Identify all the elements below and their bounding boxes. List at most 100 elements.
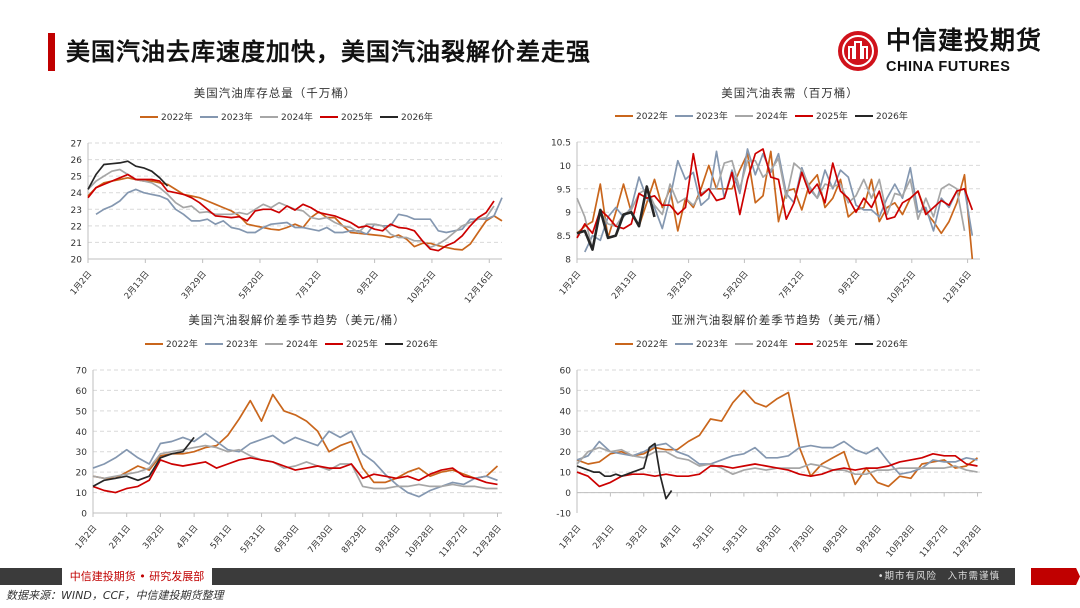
footer-bar [0, 568, 1015, 585]
x-tick-label: 5月20日 [722, 270, 751, 302]
x-tick-label: 7月12日 [295, 270, 324, 302]
legend-label: 2026年 [876, 110, 908, 122]
y-tick-label: 50 [560, 387, 572, 397]
legend-label: 2023年 [696, 338, 728, 350]
legend-label: 2025年 [816, 338, 848, 350]
x-tick-label: 5月31日 [239, 524, 268, 556]
legend-label: 2022年 [636, 338, 668, 350]
y-tick-label: 10.5 [551, 139, 571, 149]
series-line-2025 [87, 173, 495, 252]
x-tick-label: 5月1日 [691, 524, 717, 552]
chart-title: 美国汽油表需（百万桶） [721, 86, 859, 100]
x-tick-label: 12月16日 [463, 270, 495, 306]
y-tick-label: 21 [71, 239, 82, 249]
chart-4: 亚洲汽油裂解价差季节趋势（美元/桶）2022年 2023年 2024年 2025年 20… [556, 313, 984, 560]
legend-label: 2026年 [401, 111, 433, 123]
y-tick-label: 26 [71, 156, 83, 166]
series-line-2026 [87, 160, 169, 190]
y-tick-label: 8 [565, 256, 571, 266]
x-tick-label: 11月27日 [918, 524, 950, 560]
y-tick-label: 27 [71, 140, 82, 150]
legend-item: 2023年 [675, 110, 728, 122]
y-tick-label: 50 [76, 407, 88, 417]
x-tick-label: 12月16日 [941, 270, 973, 306]
y-tick-label: 9 [565, 209, 571, 219]
legend-item: 2022年 [615, 110, 668, 122]
chart-2: 美国汽油表需（百万桶） 2022年 2023年 2024年 2025年 2026年 8 8.5… [551, 86, 980, 306]
x-tick-label: 1月2日 [558, 524, 584, 552]
x-tick-label: 3月29日 [666, 270, 695, 302]
chart-title: 亚洲汽油裂解价差季节趋势（美元/桶） [671, 313, 888, 327]
x-tick-label: 9月28日 [855, 524, 884, 556]
x-tick-label: 2月1日 [107, 524, 133, 552]
y-tick-label: 10 [560, 469, 572, 479]
x-tick-label: 8月29日 [340, 524, 369, 556]
legend-item: 2022年 [140, 111, 193, 123]
x-tick-label: 2月13日 [123, 270, 152, 302]
legend-item: 2022年 [145, 338, 198, 350]
series-line-2025 [576, 148, 974, 239]
x-tick-label: 10月28日 [885, 524, 917, 560]
legend-item: 2024年 [260, 111, 313, 123]
x-tick-label: 1月2日 [74, 524, 100, 552]
x-tick-label: 1月2日 [558, 270, 584, 298]
y-tick-label: 40 [560, 407, 572, 417]
legend-item: 2025年 [325, 338, 378, 350]
legend-label: 2025年 [341, 111, 373, 123]
legend-item: 2025年 [795, 110, 848, 122]
legend-item: 2025年 [795, 338, 848, 350]
x-tick-label: 6月30日 [273, 524, 302, 556]
logo-en-text: CHINA FUTURES [886, 59, 1011, 75]
series-line-2026 [576, 442, 673, 500]
x-tick-label: 10月25日 [406, 270, 438, 306]
x-tick-label: 10月25日 [886, 270, 918, 306]
y-tick-label: 70 [76, 367, 88, 377]
y-tick-label: 9.5 [557, 185, 571, 195]
x-tick-label: 7月30日 [788, 524, 817, 556]
series-line-2022 [92, 393, 499, 484]
y-tick-label: 10 [560, 162, 572, 172]
series-line-2022 [576, 150, 974, 260]
footer-arrow-icon [1031, 568, 1080, 585]
legend-label: 2024年 [281, 111, 313, 123]
x-tick-label: 5月20日 [237, 270, 266, 302]
y-tick-label: 10 [76, 489, 88, 499]
legend-label: 2023年 [226, 338, 258, 350]
y-tick-label: 40 [76, 428, 88, 438]
series-line-2023 [92, 430, 498, 498]
footer-department: 中信建投期货 • 研究发展部 [62, 568, 212, 585]
x-tick-label: 2月1日 [591, 524, 617, 552]
legend-label: 2026年 [876, 338, 908, 350]
legend-label: 2025年 [346, 338, 378, 350]
legend-label: 2024年 [756, 110, 788, 122]
x-tick-label: 9月28日 [374, 524, 403, 556]
y-tick-label: 25 [71, 173, 82, 183]
series-line-2025 [576, 452, 978, 488]
y-tick-label: 24 [71, 189, 83, 199]
citic-logo-icon [838, 31, 878, 71]
y-tick-label: 20 [76, 469, 88, 479]
page-title: 美国汽油去库速度加快，美国汽油裂解价差走强 [66, 38, 591, 66]
x-tick-label: 9月2日 [355, 270, 381, 298]
y-tick-label: 60 [560, 367, 572, 377]
x-tick-label: 8月29日 [821, 524, 850, 556]
title-accent-bar [48, 33, 55, 71]
legend-item: 2023年 [675, 338, 728, 350]
y-tick-label: 20 [560, 448, 572, 458]
legend-label: 2022年 [166, 338, 198, 350]
legend-item: 2023年 [200, 111, 253, 123]
x-tick-label: 9月2日 [837, 270, 863, 298]
x-tick-label: 3月29日 [180, 270, 209, 302]
legend-label: 2023年 [696, 110, 728, 122]
series-line-2022 [87, 176, 503, 251]
series-line-2026 [576, 185, 656, 251]
x-tick-label: 5月1日 [209, 524, 235, 552]
legend-item: 2026年 [855, 110, 908, 122]
series-line-2025 [92, 456, 498, 494]
x-tick-label: 7月12日 [777, 270, 806, 302]
x-tick-label: 3月2日 [141, 524, 167, 552]
series-line-2023 [95, 188, 503, 235]
legend-label: 2026年 [406, 338, 438, 350]
x-tick-label: 4月1日 [658, 524, 684, 552]
x-tick-label: 7月30日 [306, 524, 335, 556]
